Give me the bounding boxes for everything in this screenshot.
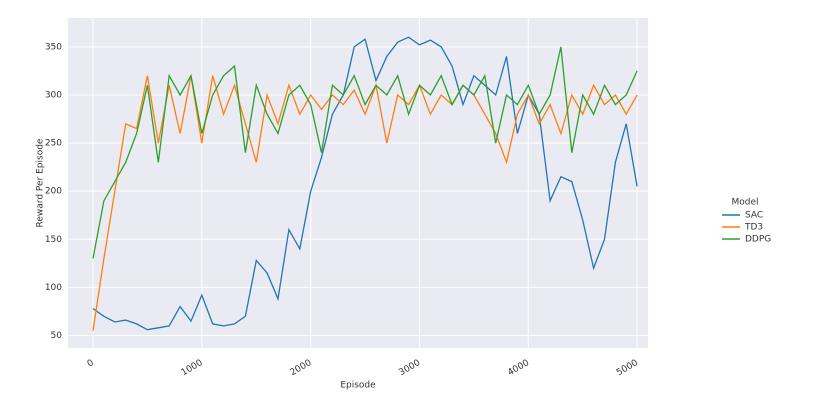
series-line bbox=[92, 75, 638, 331]
plot-area bbox=[68, 18, 648, 348]
x-tick-label: 1000 bbox=[180, 358, 205, 378]
x-tick-label: 0 bbox=[86, 358, 96, 370]
legend-label: TD3 bbox=[744, 223, 763, 233]
series-line bbox=[92, 36, 638, 331]
y-tick-label: 200 bbox=[45, 187, 62, 197]
legend-title: Model bbox=[731, 198, 758, 208]
series-line bbox=[92, 46, 638, 259]
x-tick-label: 3000 bbox=[397, 358, 422, 378]
x-axis-label: Episode bbox=[340, 381, 376, 391]
x-tick-label: 2000 bbox=[289, 358, 314, 378]
y-tick-label: 350 bbox=[45, 42, 62, 52]
x-tick-label: 5000 bbox=[615, 358, 640, 378]
legend-label: DDPG bbox=[745, 235, 771, 245]
y-axis-label: Reward Per Episode bbox=[36, 138, 46, 227]
y-tick-label: 100 bbox=[45, 283, 62, 293]
y-tick-label: 150 bbox=[45, 235, 62, 245]
y-tick-label: 300 bbox=[45, 90, 62, 100]
legend-label: SAC bbox=[745, 211, 763, 221]
x-tick-label: 4000 bbox=[506, 358, 531, 378]
y-tick-label: 250 bbox=[45, 139, 62, 149]
y-tick-label: 50 bbox=[51, 331, 63, 341]
